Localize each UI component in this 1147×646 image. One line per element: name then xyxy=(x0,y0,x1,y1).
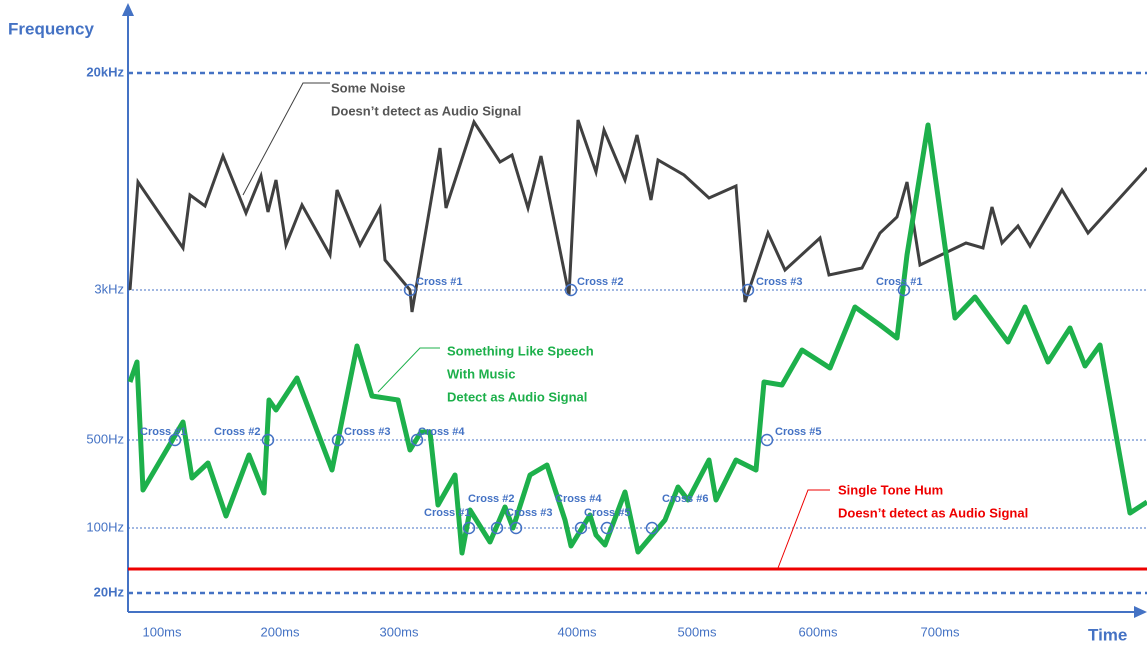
cross-label: Cross #1 xyxy=(140,426,186,438)
x-label: 700ms xyxy=(920,624,960,639)
noise-line xyxy=(128,118,1147,313)
cross-label: Cross #1 xyxy=(416,276,462,288)
annotation: Something Like Speech xyxy=(447,343,594,358)
cross-marker xyxy=(760,433,774,447)
cross-marker xyxy=(462,521,476,535)
cross-label: Cross #3 xyxy=(344,426,390,438)
speech-line xyxy=(127,122,1147,556)
annotation: Detect as Audio Signal xyxy=(447,389,587,404)
cross-marker xyxy=(600,521,614,535)
cross-label: Cross #5 xyxy=(584,507,630,519)
levels xyxy=(128,71,1147,595)
annotation: Single Tone Hum xyxy=(838,482,943,497)
cross-marker xyxy=(645,521,659,535)
cross-marker xyxy=(168,433,182,447)
axes xyxy=(122,3,1147,618)
cross-marker xyxy=(574,521,588,535)
y-label: 3kHz xyxy=(94,281,124,296)
pointer xyxy=(377,347,440,393)
x-label: 400ms xyxy=(557,624,597,639)
annotation: Doesn’t detect as Audio Signal xyxy=(331,103,521,118)
cross-marker xyxy=(509,521,523,535)
cross-label: Cross #3 xyxy=(756,276,802,288)
cross-marker xyxy=(564,283,578,297)
y-label: 100Hz xyxy=(86,519,124,534)
y-label: 20Hz xyxy=(94,584,125,599)
x-arrow xyxy=(1134,606,1147,618)
cross-marker xyxy=(490,521,504,535)
pointer xyxy=(242,82,330,196)
x-label: 500ms xyxy=(677,624,717,639)
y-title: Frequency xyxy=(8,19,95,38)
cross-label: Cross #4 xyxy=(555,493,602,505)
x-label: 600ms xyxy=(798,624,838,639)
cross-label: Cross #3 xyxy=(506,507,552,519)
cross-marker xyxy=(261,433,275,447)
pointers xyxy=(242,82,830,569)
cross-marker xyxy=(403,283,417,297)
cross-label: Cross #2 xyxy=(214,426,260,438)
cross-marker xyxy=(410,433,424,447)
y-arrow xyxy=(122,3,134,16)
cross-label: Cross #1 xyxy=(876,276,922,288)
annotation: With Music xyxy=(447,366,516,381)
annotation: Some Noise xyxy=(331,80,405,95)
x-label: 300ms xyxy=(379,624,419,639)
x-title: Time xyxy=(1088,625,1127,644)
cross-label: Cross #2 xyxy=(468,493,514,505)
x-label: 100ms xyxy=(142,624,182,639)
pointer xyxy=(777,489,830,569)
labels: 20kHz 3kHz 500Hz 100Hz 20Hz 100ms 200ms 300ms 40… xyxy=(86,64,1028,639)
y-label: 500Hz xyxy=(86,431,124,446)
annotation: Doesn’t detect as Audio Signal xyxy=(838,505,1028,520)
cross-label: Cross #5 xyxy=(775,426,821,438)
cross-label: Cross #2 xyxy=(577,276,623,288)
cross-marker xyxy=(741,283,755,297)
cross-marker xyxy=(331,433,345,447)
x-label: 200ms xyxy=(260,624,300,639)
cross-label: Cross #4 xyxy=(418,426,465,438)
cross-label: Cross #1 xyxy=(424,507,470,519)
y-label: 20kHz xyxy=(86,64,124,79)
cross-marker xyxy=(897,283,911,297)
cross-label: Cross #6 xyxy=(662,493,708,505)
